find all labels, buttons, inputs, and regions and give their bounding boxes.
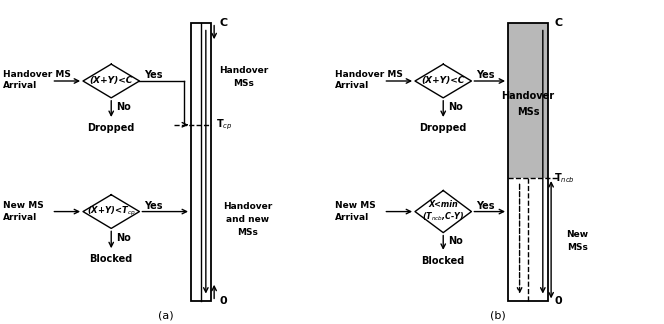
Text: Dropped: Dropped <box>420 123 467 133</box>
Text: No: No <box>448 102 463 112</box>
Text: T$_{cp}$: T$_{cp}$ <box>216 118 232 132</box>
Text: Handover MS: Handover MS <box>335 70 403 79</box>
Text: Arrival: Arrival <box>335 213 370 222</box>
Text: MSs: MSs <box>237 228 258 237</box>
Text: Yes: Yes <box>145 70 163 80</box>
Text: T$_{ncb}$: T$_{ncb}$ <box>554 171 575 185</box>
Text: Yes: Yes <box>477 201 495 211</box>
Text: Handover: Handover <box>222 202 272 211</box>
Text: 0: 0 <box>554 296 562 306</box>
Text: Handover: Handover <box>501 91 554 100</box>
Text: C: C <box>554 18 562 28</box>
Text: C: C <box>219 18 227 28</box>
Text: No: No <box>116 102 131 112</box>
Bar <box>508 23 548 178</box>
Text: Dropped: Dropped <box>88 123 135 133</box>
Bar <box>508 23 548 301</box>
Text: (X+Y)<C: (X+Y)<C <box>422 76 465 86</box>
Text: Arrival: Arrival <box>3 81 38 90</box>
Text: and new: and new <box>226 215 269 224</box>
Text: (X+Y)<C: (X+Y)<C <box>90 76 133 86</box>
Text: (X+Y)<T$_{cp}$: (X+Y)<T$_{cp}$ <box>87 205 135 218</box>
Text: X<min
(T$_{ncb}$,C-Y): X<min (T$_{ncb}$,C-Y) <box>422 200 465 223</box>
Bar <box>191 23 211 301</box>
Text: Arrival: Arrival <box>3 213 38 222</box>
Text: Yes: Yes <box>145 201 163 211</box>
Text: Arrival: Arrival <box>335 81 370 90</box>
Text: (a): (a) <box>158 311 174 321</box>
Text: MSs: MSs <box>567 243 588 252</box>
Text: New: New <box>566 230 589 239</box>
Text: New MS: New MS <box>3 201 44 210</box>
Text: No: No <box>116 233 131 243</box>
Text: (b): (b) <box>490 311 506 321</box>
Text: MSs: MSs <box>234 79 254 88</box>
Text: 0: 0 <box>219 296 226 306</box>
Text: No: No <box>448 237 463 246</box>
Text: Blocked: Blocked <box>90 254 133 264</box>
Text: New MS: New MS <box>335 201 376 210</box>
Text: MSs: MSs <box>517 107 539 117</box>
Text: Handover MS: Handover MS <box>3 70 71 79</box>
Text: Yes: Yes <box>477 70 495 80</box>
Text: Blocked: Blocked <box>422 256 465 266</box>
Text: Handover: Handover <box>219 66 269 75</box>
